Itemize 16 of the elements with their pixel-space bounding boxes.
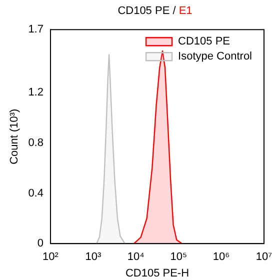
y-tick-label: 1.7 xyxy=(28,24,44,36)
y-tick-label: 1.2 xyxy=(28,86,44,99)
x-tick-label: 10⁴ xyxy=(127,251,145,264)
y-axis-title: Count (10³) xyxy=(8,108,21,164)
y-tick-label: 0.4 xyxy=(28,187,44,200)
x-tick-label: 10² xyxy=(42,251,59,264)
x-tick-label: 10⁶ xyxy=(212,251,230,264)
y-tick-label: 0 xyxy=(37,238,44,250)
legend-label: Isotype Control xyxy=(178,50,252,63)
x-tick-label: 10⁵ xyxy=(170,251,187,264)
x-tick-label: 10³ xyxy=(85,251,102,264)
y-tick-label: 0.8 xyxy=(28,136,44,149)
chart-title: CD105 PE / E1 xyxy=(118,5,192,17)
x-tick-label: 10⁷ xyxy=(256,251,272,264)
legend-label: CD105 PE xyxy=(178,36,230,48)
x-axis-title: CD105 PE-H xyxy=(125,267,190,280)
